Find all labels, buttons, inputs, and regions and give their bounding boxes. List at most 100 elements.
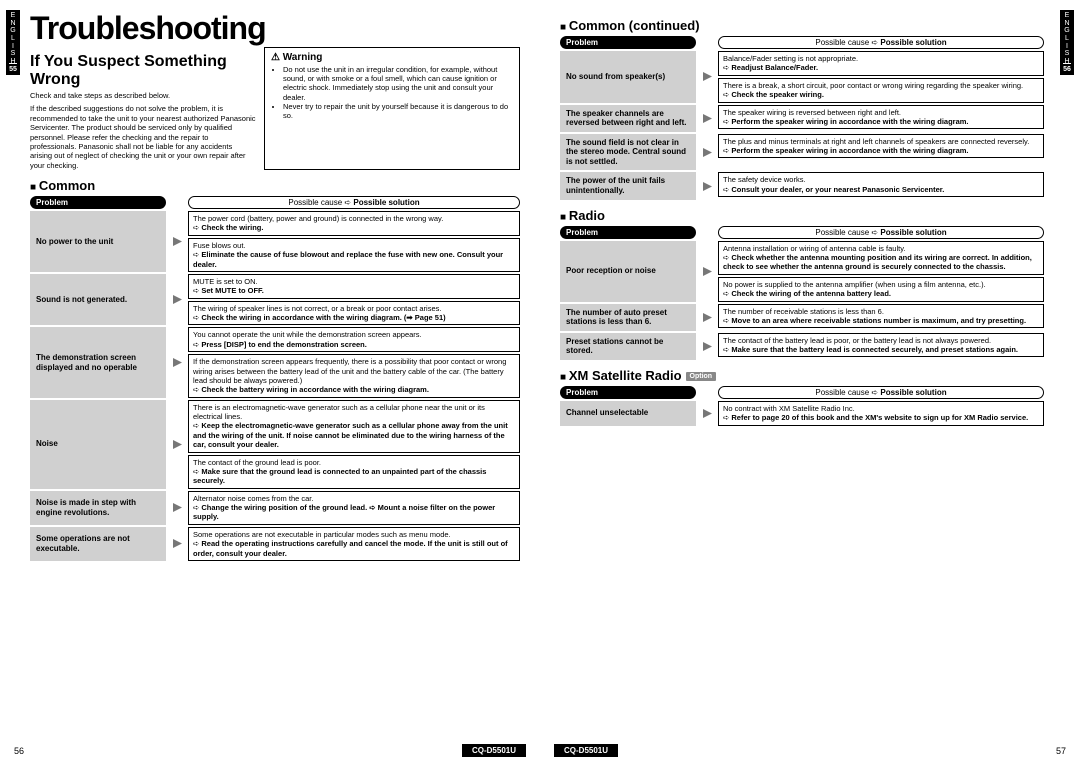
arrow-icon [702, 172, 712, 199]
solution-cell: If the demonstration screen appears freq… [188, 354, 520, 398]
table-row: Preset stations cannot be stored. The con… [560, 333, 1044, 360]
problem-cell: Sound is not generated. [30, 274, 166, 326]
radio-table: Problem Possible cause ➪ Possible soluti… [560, 226, 1044, 360]
table-row: Poor reception or noise Antenna installat… [560, 241, 1044, 302]
problem-cell: Channel unselectable [560, 401, 696, 426]
arrow-icon [702, 105, 712, 132]
table-row: Sound is not generated. MUTE is set to ON… [30, 274, 520, 326]
solution-group: No contract with XM Satellite Radio Inc.… [718, 401, 1044, 426]
section-radio: Radio [560, 208, 1044, 223]
arrow-icon [172, 400, 182, 489]
problem-cell: Preset stations cannot be stored. [560, 333, 696, 360]
solution-cell: Antenna installation or wiring of antenn… [718, 241, 1044, 275]
solution-cell: The contact of the ground lead is poor.M… [188, 455, 520, 489]
xm-table: Problem Possible cause ➪ Possible soluti… [560, 386, 1044, 426]
solution-cell: The plus and minus terminals at right an… [718, 134, 1044, 159]
solution-cell: The safety device works.Consult your dea… [718, 172, 1044, 197]
table-row: Noise is made in step with engine revolu… [30, 491, 520, 525]
problem-cell: The power of the unit fails unintentiona… [560, 172, 696, 199]
solution-cell: No contract with XM Satellite Radio Inc.… [718, 401, 1044, 426]
model-badge: CQ-D5501U [554, 744, 618, 757]
solution-cell: The speaker wiring is reversed between r… [718, 105, 1044, 130]
solution-group: Antenna installation or wiring of antenn… [718, 241, 1044, 302]
problem-cell: The demonstration screen displayed and n… [30, 327, 166, 397]
right-page: ENGLISH 56 Common (continued) Problem Po… [540, 0, 1080, 763]
solution-cell: No power is supplied to the antenna ampl… [718, 277, 1044, 302]
solution-cell: You cannot operate the unit while the de… [188, 327, 520, 352]
side-tab-right: ENGLISH 56 [1060, 10, 1074, 75]
common2-table: Problem Possible cause ➪ Possible soluti… [560, 36, 1044, 200]
problem-cell: Noise [30, 400, 166, 489]
solution-cell: The wiring of speaker lines is not corre… [188, 301, 520, 326]
intro-text: Check and take steps as described below.… [30, 91, 256, 170]
section-common: Common [30, 178, 526, 193]
solution-group: You cannot operate the unit while the de… [188, 327, 520, 397]
solution-group: There is an electromagnetic-wave generat… [188, 400, 520, 489]
side-tab-left: ENGLISH 55 [6, 10, 20, 75]
problem-cell: Noise is made in step with engine revolu… [30, 491, 166, 525]
table-header: Problem Possible cause ➪ Possible soluti… [30, 196, 520, 209]
section-common-cont: Common (continued) [560, 18, 1044, 33]
solution-cell: Balance/Fader setting is not appropriate… [718, 51, 1044, 76]
solution-cell: There is a break, a short circuit, poor … [718, 78, 1044, 103]
problem-cell: Poor reception or noise [560, 241, 696, 302]
solution-cell: There is an electromagnetic-wave generat… [188, 400, 520, 453]
arrow-icon [702, 401, 712, 426]
table-row: The number of auto preset stations is le… [560, 304, 1044, 331]
table-row: The demonstration screen displayed and n… [30, 327, 520, 397]
arrow-icon [702, 51, 712, 103]
problem-cell: Some operations are not executable. [30, 527, 166, 561]
arrow-icon [702, 304, 712, 331]
arrow-icon [172, 327, 182, 397]
arrow-icon [702, 134, 712, 171]
solution-group: Some operations are not executable in pa… [188, 527, 520, 561]
arrow-icon [172, 527, 182, 561]
solution-cell: MUTE is set to ON.Set MUTE to OFF. [188, 274, 520, 299]
solution-group: The contact of the battery lead is poor,… [718, 333, 1044, 360]
solution-group: Alternator noise comes from the car.Chan… [188, 491, 520, 525]
table-row: No sound from speaker(s) Balance/Fader se… [560, 51, 1044, 103]
option-tag: Option [686, 372, 717, 381]
warning-title: ⚠ Warning [271, 52, 513, 65]
table-row: Noise There is an electromagnetic-wave ge… [30, 400, 520, 489]
table-row: No power to the unit The power cord (batt… [30, 211, 520, 272]
section-xm: XM Satellite RadioOption [560, 368, 1044, 383]
solution-cell: Some operations are not executable in pa… [188, 527, 520, 561]
table-row: The power of the unit fails unintentiona… [560, 172, 1044, 199]
solution-cell: The contact of the battery lead is poor,… [718, 333, 1044, 358]
model-badge: CQ-D5501U [462, 744, 526, 757]
arrow-icon [172, 211, 182, 272]
problem-cell: No sound from speaker(s) [560, 51, 696, 103]
table-header: Problem Possible cause ➪ Possible soluti… [560, 386, 1044, 399]
solution-group: The plus and minus terminals at right an… [718, 134, 1044, 171]
solution-group: Balance/Fader setting is not appropriate… [718, 51, 1044, 103]
subtitle: If You Suspect Something Wrong [30, 53, 256, 89]
solution-group: The speaker wiring is reversed between r… [718, 105, 1044, 132]
page-title: Troubleshooting [30, 10, 526, 47]
page-spread: ENGLISH 55 Troubleshooting If You Suspec… [0, 0, 1080, 763]
table-row: The speaker channels are reversed betwee… [560, 105, 1044, 132]
footer-right: CQ-D5501U 57 [554, 744, 1066, 757]
table-row: Some operations are not executable. Some … [30, 527, 520, 561]
solution-group: The safety device works.Consult your dea… [718, 172, 1044, 199]
problem-cell: The number of auto preset stations is le… [560, 304, 696, 331]
table-header: Problem Possible cause ➪ Possible soluti… [560, 36, 1044, 49]
solution-cell: Fuse blows out.Eliminate the cause of fu… [188, 238, 520, 272]
arrow-icon [702, 241, 712, 302]
solution-cell: The number of receivable stations is les… [718, 304, 1044, 329]
table-row: Channel unselectable No contract with XM … [560, 401, 1044, 426]
warning-item: Never try to repair the unit by yourself… [283, 102, 513, 121]
solution-group: The power cord (battery, power and groun… [188, 211, 520, 272]
arrow-icon [172, 491, 182, 525]
solution-cell: Alternator noise comes from the car.Chan… [188, 491, 520, 525]
problem-cell: The speaker channels are reversed betwee… [560, 105, 696, 132]
footer-left: 56 CQ-D5501U [14, 744, 526, 757]
problem-cell: No power to the unit [30, 211, 166, 272]
solution-group: The number of receivable stations is les… [718, 304, 1044, 331]
warning-box: ⚠ Warning Do not use the unit in an irre… [264, 47, 520, 170]
warning-item: Do not use the unit in an irregular cond… [283, 65, 513, 103]
arrow-icon [172, 274, 182, 326]
table-header: Problem Possible cause ➪ Possible soluti… [560, 226, 1044, 239]
problem-cell: The sound field is not clear in the ster… [560, 134, 696, 171]
solution-cell: The power cord (battery, power and groun… [188, 211, 520, 236]
